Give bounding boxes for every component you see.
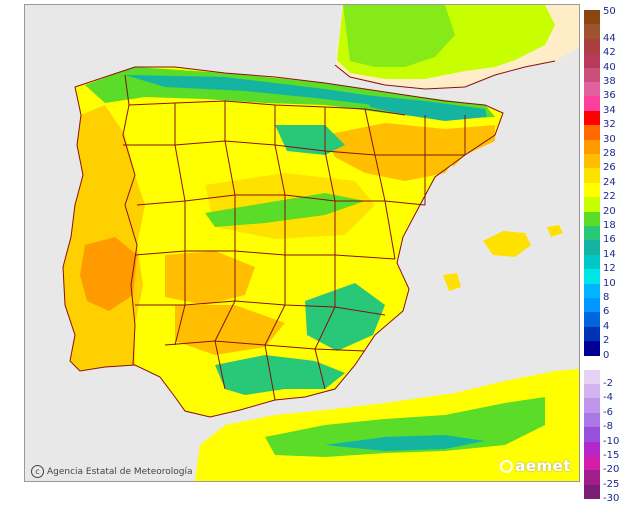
legend-swatch (584, 485, 600, 499)
copyright-icon: c (31, 465, 44, 478)
legend-label: 20 (603, 206, 616, 218)
legend-label: 4 (603, 321, 609, 333)
legend-label: 28 (603, 148, 616, 160)
legend-label: 22 (603, 191, 616, 203)
logo-mark-icon (500, 460, 513, 473)
legend-label: 0 (603, 350, 609, 362)
legend-label: 12 (603, 263, 616, 275)
legend-swatch (584, 96, 600, 110)
legend-swatch (584, 398, 600, 412)
legend-swatch (584, 269, 600, 283)
map-canvas (25, 5, 579, 481)
legend-swatch (584, 168, 600, 182)
legend-swatch (584, 284, 600, 298)
legend-swatch (584, 427, 600, 441)
legend-swatch (584, 240, 600, 254)
legend-swatch (584, 82, 600, 96)
legend-swatch (584, 226, 600, 240)
legend-label: 24 (603, 177, 616, 189)
legend-label: 26 (603, 162, 616, 174)
legend-label: 18 (603, 220, 616, 232)
legend-swatch (584, 470, 600, 484)
legend-swatch (584, 312, 600, 326)
legend-swatch (584, 442, 600, 456)
legend-swatch (584, 111, 600, 125)
legend-swatch (584, 39, 600, 53)
legend-label: 44 (603, 33, 616, 45)
legend-swatch (584, 370, 600, 384)
legend-label: 38 (603, 76, 616, 88)
legend-swatch (584, 68, 600, 82)
legend-label: -6 (603, 407, 613, 419)
legend-swatch (584, 255, 600, 269)
legend-swatch (584, 413, 600, 427)
legend-label: 32 (603, 119, 616, 131)
legend-swatch (584, 456, 600, 470)
legend-label: 16 (603, 234, 616, 246)
legend-label: -25 (603, 479, 619, 491)
legend-swatch (584, 53, 600, 67)
legend-label: 36 (603, 90, 616, 102)
legend-swatch (584, 24, 600, 38)
legend-swatch (584, 298, 600, 312)
legend-label: -20 (603, 464, 619, 476)
legend-label: -4 (603, 392, 613, 404)
legend-swatch (584, 327, 600, 341)
temperature-map: c Agencia Estatal de Meteorología aemet (24, 4, 580, 482)
legend-label: 8 (603, 292, 609, 304)
legend-label: -8 (603, 421, 613, 433)
legend-label: 40 (603, 62, 616, 74)
legend-label: 50 (603, 6, 616, 18)
legend-label: 34 (603, 105, 616, 117)
credit-line: c Agencia Estatal de Meteorología (31, 465, 193, 478)
legend-swatch (584, 384, 600, 398)
legend-label: 6 (603, 306, 609, 318)
legend-swatch (584, 154, 600, 168)
legend-label: -30 (603, 493, 619, 505)
aemet-logo: aemet (500, 457, 571, 475)
legend-label: 14 (603, 249, 616, 261)
legend-label: -15 (603, 450, 619, 462)
legend-swatch (584, 341, 600, 355)
legend-label: 10 (603, 278, 616, 290)
credit-text: Agencia Estatal de Meteorología (47, 467, 193, 477)
legend-swatch (584, 197, 600, 211)
legend-label: -2 (603, 378, 613, 390)
logo-text: aemet (515, 457, 571, 475)
legend-label: 30 (603, 134, 616, 146)
legend-label: 42 (603, 47, 616, 59)
legend-swatch (584, 125, 600, 139)
legend-swatch (584, 10, 600, 24)
legend-label: -10 (603, 436, 619, 448)
legend-swatch (584, 212, 600, 226)
color-legend: 50 44 42 40 38 36 34 32 30 28 26 24 22 20 18 16 14 12 10 8 6… (584, 10, 628, 486)
legend-label: 2 (603, 335, 609, 347)
legend-swatch (584, 140, 600, 154)
legend-swatch (584, 183, 600, 197)
